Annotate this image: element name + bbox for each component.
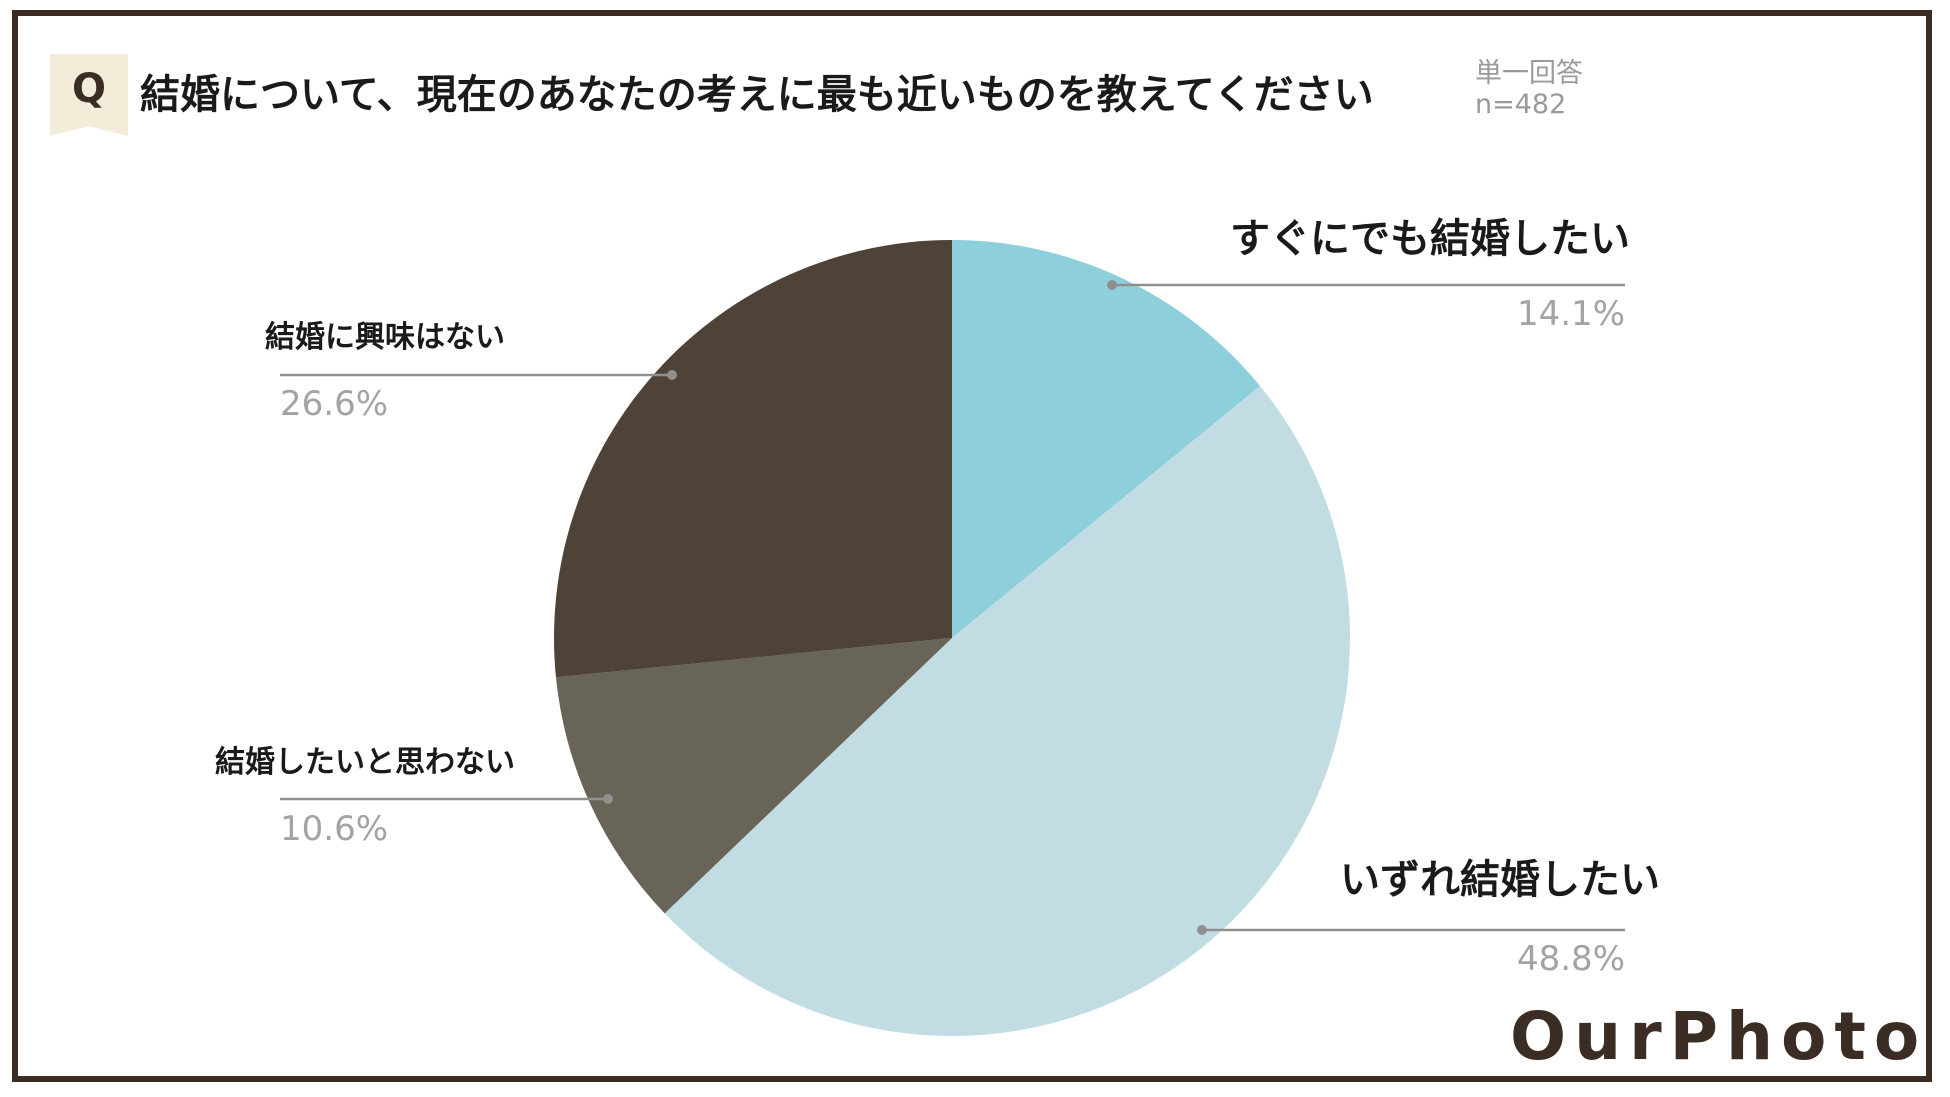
ourphoto-logo: OurPhoto: [1510, 998, 1928, 1075]
leader-dot-1: [1107, 280, 1117, 290]
slice-value-4: 26.6%: [280, 384, 388, 424]
leader-dot-3: [603, 794, 613, 804]
slice-label-4: 結婚に興味はない: [265, 320, 505, 355]
leader-dot-2: [1197, 925, 1207, 935]
survey-meta: 単一回答 n=482: [1475, 58, 1583, 120]
question-badge: Q: [50, 54, 128, 136]
slice-label-1: すぐにでも結婚したい: [1230, 216, 1630, 262]
slice-label-3: 結婚したいと思わない: [215, 745, 515, 780]
slice-value-3: 10.6%: [280, 809, 388, 849]
slice-label-2: いずれ結婚したい: [1340, 857, 1660, 903]
pie-slice-2: [664, 385, 1350, 1036]
leader-dot-4: [667, 370, 677, 380]
slice-value-2: 48.8%: [1517, 939, 1625, 979]
pie-slices: [554, 240, 1350, 1036]
answer-type-label: 単一回答: [1475, 58, 1583, 89]
question-title: 結婚について、現在のあなたの考えに最も近いものを教えてください: [140, 72, 1374, 118]
sample-size-label: n=482: [1475, 89, 1567, 120]
pie-slice-4: [554, 240, 952, 678]
slice-value-1: 14.1%: [1517, 294, 1625, 334]
pie-slice-1: [952, 240, 1261, 638]
pie-labels: すぐにでも結婚したい 14.1% いずれ結婚したい 48.8% 結婚したいと思わない 10…: [215, 216, 1660, 979]
pie-slice-3: [555, 638, 952, 914]
